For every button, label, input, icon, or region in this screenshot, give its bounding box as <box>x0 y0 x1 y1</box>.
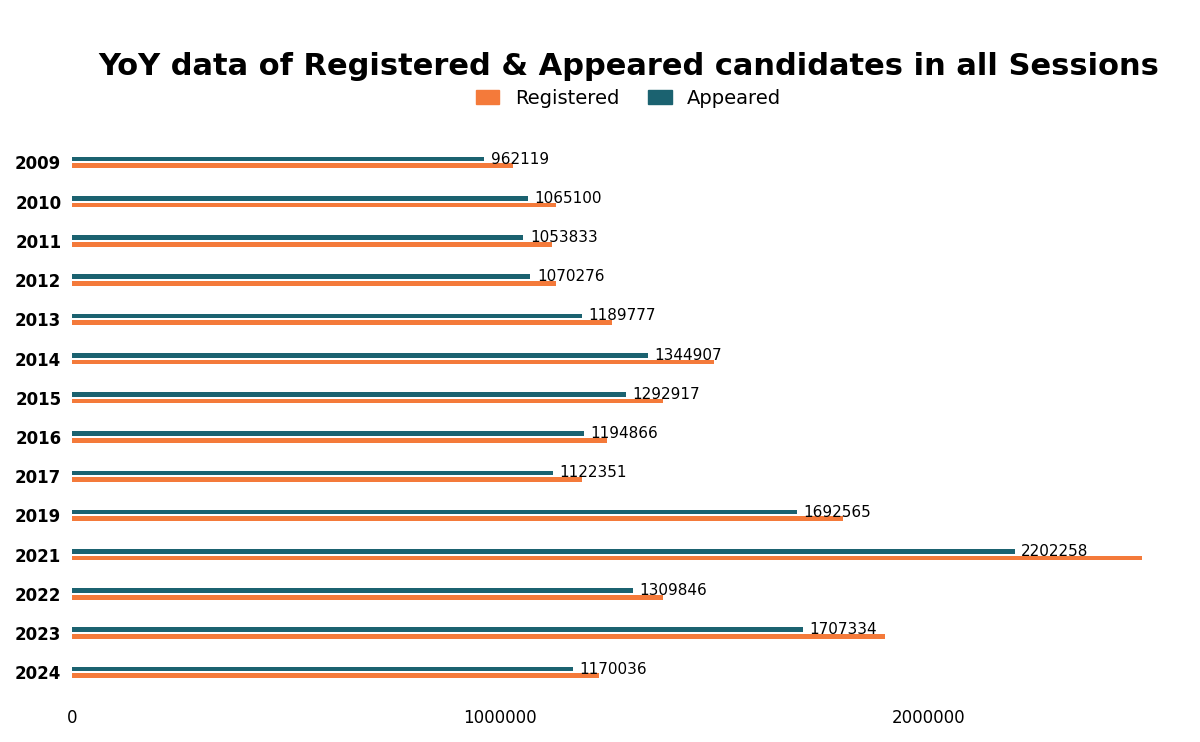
Bar <box>72 470 553 476</box>
Text: 1292917: 1292917 <box>632 387 700 402</box>
Text: 1065100: 1065100 <box>535 191 602 206</box>
Text: 962119: 962119 <box>491 151 548 166</box>
Bar <box>72 595 662 600</box>
Text: 1344907: 1344907 <box>654 348 722 363</box>
Bar <box>72 673 599 678</box>
Bar <box>72 634 886 639</box>
Bar <box>72 353 648 358</box>
Bar <box>72 438 607 443</box>
Legend: Registered, Appeared: Registered, Appeared <box>476 89 781 108</box>
Bar <box>72 477 582 482</box>
Bar <box>72 398 662 404</box>
Bar <box>72 275 530 279</box>
Bar <box>72 196 528 200</box>
Text: 1122351: 1122351 <box>559 465 626 480</box>
Bar <box>72 628 803 632</box>
Bar <box>72 588 632 593</box>
Text: 1309846: 1309846 <box>640 583 707 598</box>
Bar <box>72 392 625 397</box>
Bar <box>72 314 582 318</box>
Bar <box>72 360 714 364</box>
Text: 1053833: 1053833 <box>530 230 598 245</box>
Text: 1170036: 1170036 <box>580 662 647 677</box>
Bar <box>72 157 484 162</box>
Text: 1707334: 1707334 <box>810 623 877 637</box>
Bar <box>72 510 797 514</box>
Text: 2202258: 2202258 <box>1021 544 1088 559</box>
Bar <box>72 321 612 325</box>
Text: 1194866: 1194866 <box>590 426 658 441</box>
Bar <box>72 556 1142 560</box>
Title: YoY data of Registered & Appeared candidates in all Sessions: YoY data of Registered & Appeared candid… <box>98 52 1159 81</box>
Text: 1692565: 1692565 <box>803 505 871 519</box>
Bar <box>72 667 574 672</box>
Bar <box>72 242 552 246</box>
Bar <box>72 516 842 521</box>
Bar <box>72 163 514 168</box>
Bar <box>72 281 556 286</box>
Bar <box>72 203 556 207</box>
Text: 1189777: 1189777 <box>588 309 655 324</box>
Text: 1070276: 1070276 <box>536 269 605 284</box>
Bar <box>72 549 1015 554</box>
Bar <box>72 235 523 240</box>
Bar <box>72 431 583 436</box>
